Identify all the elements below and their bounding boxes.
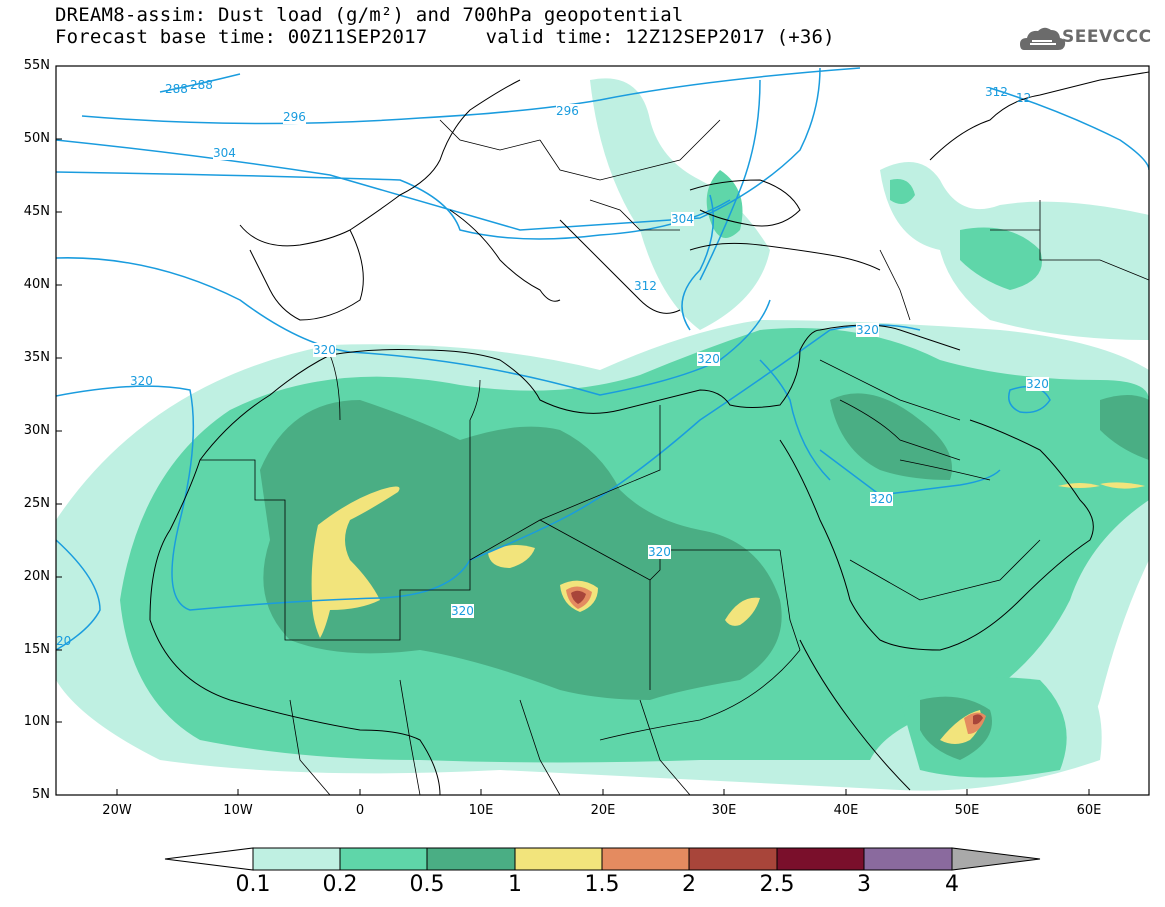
forecast-time-line: Forecast base time: 00Z11SEP2017 valid t…: [55, 26, 835, 48]
lat-label: 15N: [23, 642, 50, 657]
lat-label: 40N: [23, 277, 50, 292]
lat-label: 10N: [23, 714, 50, 729]
lat-label: 30N: [23, 423, 50, 438]
lat-label: 55N: [23, 58, 50, 73]
colorbar-swatch-2: [426, 847, 516, 871]
colorbar-under-arrow: [164, 847, 254, 871]
lon-label: 20W: [102, 803, 132, 818]
lon-label: 40E: [833, 803, 859, 818]
colorbar-tick-label: 0.2: [322, 872, 358, 897]
colorbar: [164, 847, 1041, 871]
colorbar-swatch-7: [863, 847, 953, 871]
axis-ticks: [56, 65, 1090, 795]
colorbar-tick-label: 0.1: [235, 872, 271, 897]
lat-label: 45N: [23, 204, 50, 219]
colorbar-swatch-1: [339, 847, 428, 871]
colorbar-tick-label: 2: [682, 872, 696, 897]
lat-label: 20N: [23, 569, 50, 584]
colorbar-swatch-6: [776, 847, 865, 871]
colorbar-swatch-4: [601, 847, 690, 871]
lon-label: 10E: [468, 803, 494, 818]
cloud-icon: [1020, 27, 1066, 50]
colorbar-swatch-0: [252, 847, 341, 871]
colorbar-tick-label: 2.5: [759, 872, 795, 897]
colorbar-tick-label: 0.5: [409, 872, 445, 897]
lon-label: 60E: [1076, 803, 1102, 818]
coastlines: [149, 71, 1149, 795]
colorbar-swatch-5: [688, 847, 778, 871]
lon-label: 10W: [223, 803, 253, 818]
colorbar-tick-label: 4: [945, 872, 959, 897]
colorbar-tick-label: 3: [857, 872, 871, 897]
lat-label: 5N: [32, 787, 50, 802]
lon-label: 50E: [954, 803, 980, 818]
colorbar-tick-label: 1: [508, 872, 522, 897]
dust-level-2: [571, 590, 983, 725]
lon-label: 0: [355, 803, 365, 818]
lat-label: 50N: [23, 131, 50, 146]
lat-label: 25N: [23, 496, 50, 511]
brand-logo-text: SEEVCCC: [1062, 27, 1152, 47]
colorbar-swatch-3: [514, 847, 603, 871]
colorbar-over-arrow: [951, 847, 1041, 871]
country-borders: [200, 119, 1149, 795]
colorbar-tick-label: 1.5: [584, 872, 620, 897]
lat-label: 35N: [23, 350, 50, 365]
lon-label: 20E: [590, 803, 616, 818]
chart-title: DREAM8-assim: Dust load (g/m²) and 700hP…: [55, 4, 684, 26]
lon-label: 30E: [711, 803, 737, 818]
